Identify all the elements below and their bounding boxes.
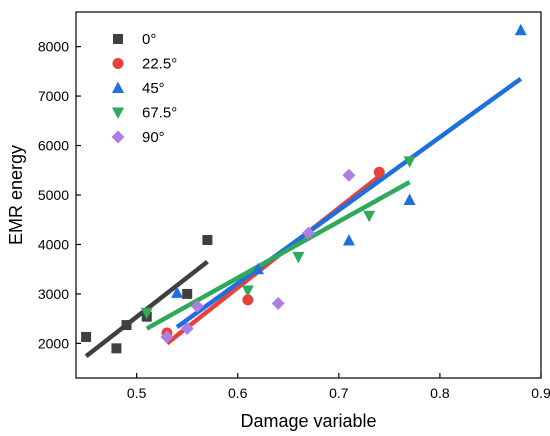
y-tick-label: 5000: [38, 187, 69, 203]
data-point: [403, 156, 416, 168]
x-tick-label: 0.5: [127, 385, 147, 401]
fit-line: [175, 76, 523, 329]
legend-label: 0°: [142, 31, 156, 48]
x-tick-label: 0.6: [228, 385, 248, 401]
data-point: [342, 234, 355, 246]
data-point: [160, 330, 174, 344]
data-points: [81, 23, 527, 354]
data-point: [302, 226, 315, 240]
fit-line: [145, 180, 411, 331]
x-tick-label: 0.8: [430, 385, 450, 401]
y-tick-label: 8000: [38, 39, 69, 55]
legend-label: 45°: [142, 80, 165, 97]
y-tick-label: 7000: [38, 88, 69, 104]
data-point: [190, 299, 204, 313]
data-point: [292, 251, 305, 264]
legend-marker: [113, 34, 123, 44]
x-axis-title: Damage variable: [240, 411, 376, 431]
data-point: [514, 23, 527, 36]
data-point: [121, 320, 132, 331]
data-point: [363, 210, 376, 223]
axis-ticks: 0.5 0.6 0.7 0.8 0.9 2000 3000 4000 5000 6000 7000 8…: [38, 39, 550, 401]
data-point: [403, 193, 416, 205]
data-point: [111, 343, 122, 354]
x-tick-label: 0.9: [531, 385, 550, 401]
legend-marker: [111, 130, 125, 144]
legend-marker: [112, 107, 124, 119]
legend-marker: [112, 81, 124, 93]
data-point: [251, 262, 264, 275]
y-tick-label: 6000: [38, 138, 69, 154]
y-axis-title: EMR energy: [6, 145, 26, 245]
y-tick-label: 4000: [38, 236, 69, 252]
legend-label: 90°: [142, 129, 165, 146]
data-point: [202, 235, 213, 246]
y-tick-label: 3000: [38, 286, 69, 302]
data-point: [342, 168, 356, 182]
data-point: [242, 294, 254, 306]
legend: 0° 22.5° 45° 67.5° 90°: [111, 31, 177, 146]
y-tick-label: 2000: [38, 335, 69, 351]
legend-marker: [112, 58, 124, 69]
data-point: [140, 307, 153, 320]
x-tick-label: 0.7: [329, 385, 349, 401]
legend-label: 67.5°: [142, 105, 177, 122]
legend-label: 22.5°: [142, 56, 177, 73]
data-point: [182, 288, 193, 299]
data-point: [81, 331, 92, 342]
data-point: [241, 285, 254, 297]
data-point: [180, 322, 194, 336]
data-point: [271, 296, 285, 310]
data-point: [373, 166, 385, 178]
data-point: [171, 286, 184, 298]
